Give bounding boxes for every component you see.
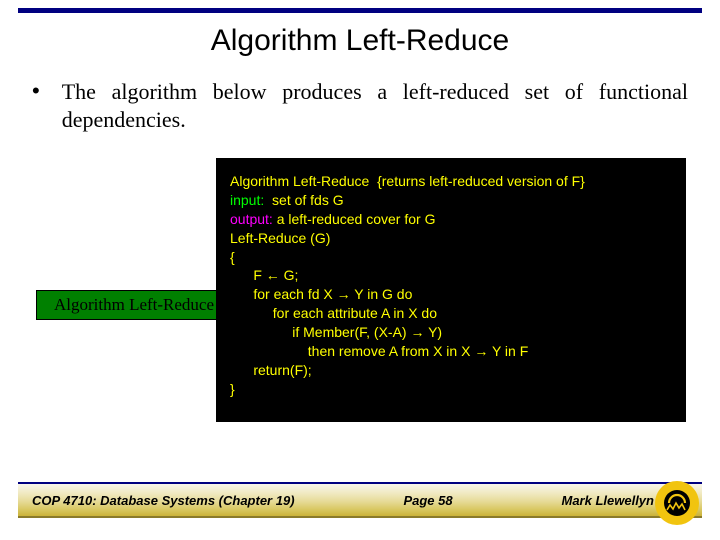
code-line: for each fd X → Y in G do <box>230 285 672 304</box>
footer-course: COP 4710: Database Systems (Chapter 19) <box>32 493 295 508</box>
code-line: then remove A from X in X → Y in F <box>230 342 672 361</box>
ucf-logo-icon <box>654 480 700 526</box>
code-box: Algorithm Left-Reduce {returns left-redu… <box>216 158 686 422</box>
bullet-icon: • <box>32 78 40 104</box>
footer-page: Page 58 <box>403 493 452 508</box>
code-line: for each attribute A in X do <box>230 304 672 323</box>
code-line: { <box>230 248 672 267</box>
slide-title: Algorithm Left-Reduce <box>0 24 720 58</box>
code-line: input: set of fds G <box>230 191 672 210</box>
algorithm-label-box: Algorithm Left-Reduce <box>36 290 232 320</box>
algorithm-label-text: Algorithm Left-Reduce <box>54 295 214 315</box>
code-line: } <box>230 380 672 399</box>
top-rule <box>18 8 702 13</box>
code-line: return(F); <box>230 361 672 380</box>
code-line: if Member(F, (X-A) → Y) <box>230 323 672 342</box>
code-text: set of fds G <box>264 192 343 208</box>
code-keyword-input: input: <box>230 192 264 208</box>
code-line: Algorithm Left-Reduce {returns left-redu… <box>230 172 672 191</box>
code-text: a left-reduced cover for G <box>273 211 436 227</box>
code-keyword-output: output: <box>230 211 273 227</box>
intro-text: The algorithm below produces a left-redu… <box>62 78 688 133</box>
code-line: output: a left-reduced cover for G <box>230 210 672 229</box>
code-line: F ← G; <box>230 266 672 285</box>
intro-row: • The algorithm below produces a left-re… <box>32 78 688 133</box>
code-line: Left-Reduce (G) <box>230 229 672 248</box>
footer-band: COP 4710: Database Systems (Chapter 19) … <box>18 482 702 518</box>
